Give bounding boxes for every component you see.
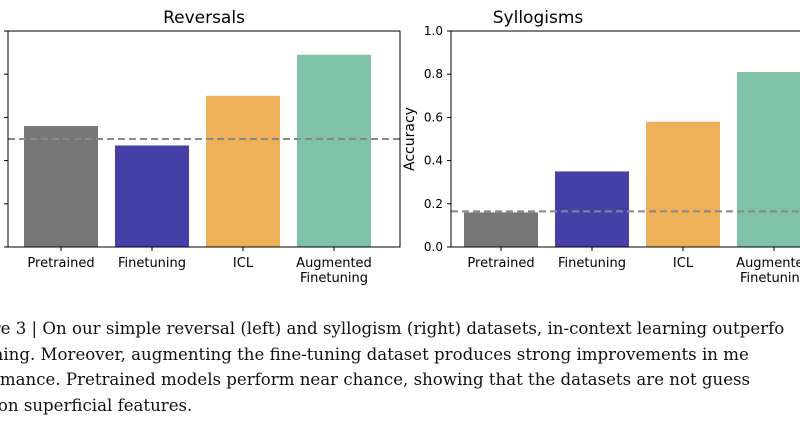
y-tick-label: 0.0 xyxy=(424,240,443,254)
bar-pretrained xyxy=(464,212,538,247)
bar-pretrained xyxy=(24,126,98,247)
y-axis-label: Accuracy xyxy=(402,107,418,171)
bar-finetuning xyxy=(115,145,189,247)
chart-panel-reversals: Reversals Pretrained Finetuning ICL Augmente… xyxy=(4,8,401,286)
x-tick-label: ICL xyxy=(673,256,694,271)
bar-augmented-finetuning xyxy=(737,72,800,247)
bar-finetuning xyxy=(555,171,629,247)
figure-caption: ure 3 | On our simple reversal (left) an… xyxy=(0,316,800,418)
x-tick-label: ICL xyxy=(233,256,254,271)
x-tick-label: Pretrained xyxy=(27,256,94,271)
chart-area: Reversals Pretrained Finetuning ICL Augmente… xyxy=(4,8,800,286)
bar-icl xyxy=(646,121,720,247)
axes-frame xyxy=(7,30,401,248)
bar-augmented-finetuning xyxy=(297,54,371,248)
y-tick-label: 0.4 xyxy=(424,154,443,168)
x-tick-label: Finetuning xyxy=(118,256,186,271)
caption-line-4: d on superficial features. xyxy=(0,395,193,415)
bar-icl xyxy=(206,95,280,247)
y-tick-label: 1.0 xyxy=(424,24,443,38)
x-tick-label: Pretrained xyxy=(467,256,534,271)
y-tick-label: 0.8 xyxy=(424,67,443,81)
figure: Reversals Pretrained Finetuning ICL Augmente… xyxy=(4,8,800,286)
caption-line-2: uning. Moreover, augmenting the fine-tun… xyxy=(0,344,749,364)
caption-line-1: ure 3 | On our simple reversal (left) an… xyxy=(0,319,785,338)
caption-line-3: ormance. Pretrained models perform near … xyxy=(0,370,751,389)
y-tick-label: 0.2 xyxy=(424,197,443,211)
x-tick-label: Finetuning xyxy=(558,256,626,271)
chart-panel-syllogisms: Syllogisms 0.0 0.2 0.4 0.6 0.8 1.0 Accuracy Pret… xyxy=(402,8,800,286)
chart-title: Syllogisms xyxy=(493,8,584,28)
y-tick-label: 0.6 xyxy=(424,110,443,124)
axes-frame xyxy=(450,30,800,248)
chart-title: Reversals xyxy=(163,8,245,28)
